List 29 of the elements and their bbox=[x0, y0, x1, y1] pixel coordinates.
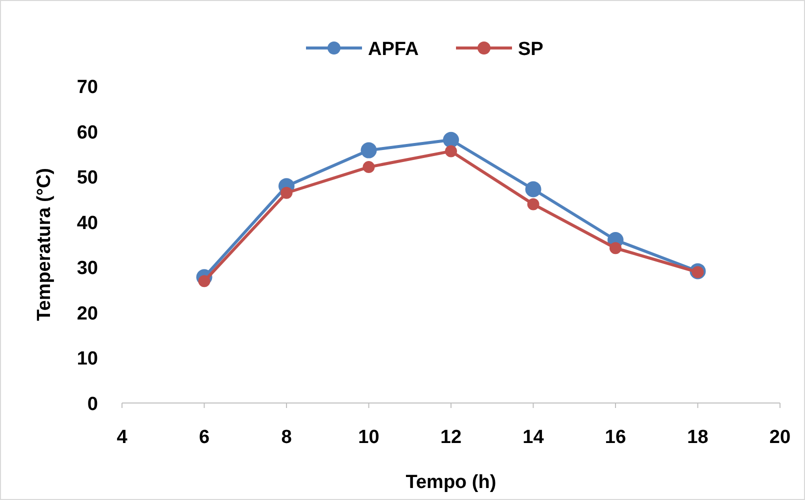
y-tick-label: 60 bbox=[76, 122, 98, 144]
point bbox=[527, 198, 540, 210]
y-tick-label: 10 bbox=[76, 348, 98, 370]
x-tick-label: 4 bbox=[116, 427, 128, 448]
x-tick-label: 20 bbox=[769, 427, 791, 448]
x-tick-label: 8 bbox=[281, 427, 292, 448]
point bbox=[360, 142, 377, 158]
x-tick-label: 12 bbox=[440, 427, 462, 448]
x-axis-title: Tempo (h) bbox=[406, 472, 496, 493]
x-tick-label: 6 bbox=[198, 427, 210, 448]
y-axis-title: Temperatura (°C) bbox=[34, 168, 55, 321]
y-tick-label: 20 bbox=[76, 303, 98, 324]
legend-label: APFA bbox=[368, 39, 419, 60]
point bbox=[610, 242, 622, 254]
y-tick-label: 0 bbox=[87, 394, 98, 415]
y-tick-label: 30 bbox=[76, 258, 98, 280]
x-tick-label: 16 bbox=[604, 427, 626, 448]
y-tick-label: 70 bbox=[76, 77, 98, 98]
point bbox=[280, 186, 292, 199]
point bbox=[445, 145, 457, 158]
point bbox=[525, 181, 542, 198]
point bbox=[362, 161, 375, 174]
y-tick-label: 50 bbox=[76, 168, 98, 189]
x-tick-label: 10 bbox=[358, 427, 380, 448]
x-tick-label: 18 bbox=[687, 427, 708, 448]
legend-label: SP bbox=[518, 39, 544, 60]
y-tick-label: 40 bbox=[76, 212, 98, 234]
point bbox=[443, 132, 459, 148]
x-tick-label: 14 bbox=[522, 427, 544, 448]
